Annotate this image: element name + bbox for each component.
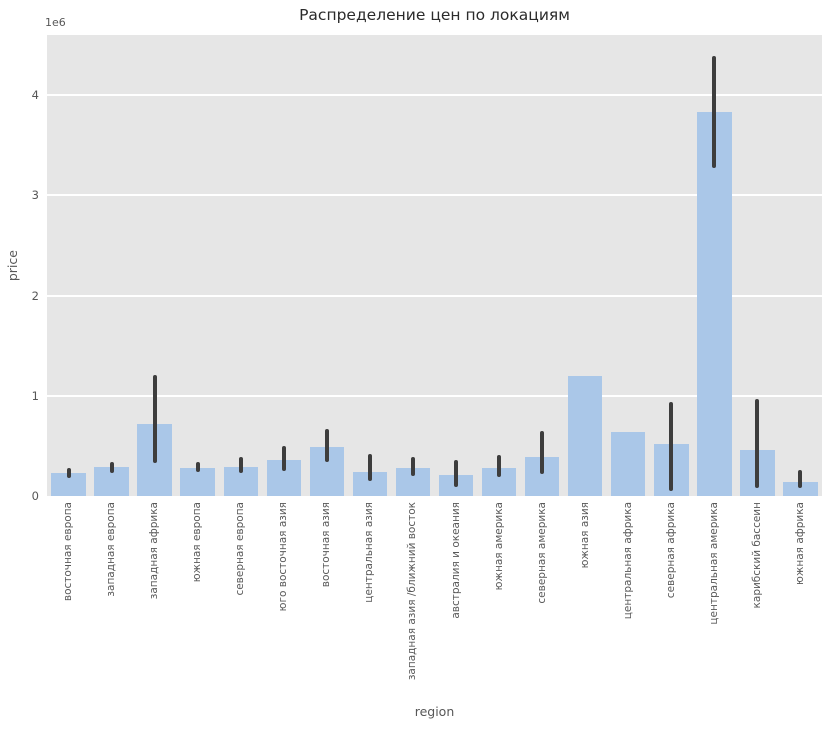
x-tick-label: южная европа — [191, 502, 204, 583]
error-bar-2 — [109, 461, 114, 473]
x-tick-label: южная африка — [793, 502, 806, 585]
error-bar-3 — [152, 374, 157, 463]
x-tick-label: южная америка — [492, 502, 505, 591]
x-tick-label: западная европа — [105, 502, 118, 597]
x-tick-label: восточная европа — [62, 502, 75, 602]
error-bar-4 — [195, 461, 200, 472]
error-bar-5 — [238, 456, 243, 473]
bar-16 — [697, 112, 732, 496]
y-axis-label-wrap: price — [4, 35, 20, 496]
x-axis-label: region — [414, 704, 455, 719]
y-axis-label: price — [4, 249, 20, 282]
x-tick-label: карибский бассеин — [750, 502, 763, 609]
gridline — [47, 94, 822, 97]
bar-18 — [783, 481, 818, 496]
error-bar-18 — [798, 469, 803, 488]
gridline — [47, 194, 822, 197]
x-tick-label: центральная америка — [707, 502, 720, 625]
error-bar-9 — [410, 456, 415, 476]
gridline — [47, 394, 822, 397]
y-tick-label: 1 — [31, 388, 39, 403]
chart-title: Распределение цен по локациям — [299, 6, 570, 24]
y-axis-offset-label: 1e6 — [45, 16, 66, 29]
gridline — [47, 294, 822, 297]
x-tick-label: западная африка — [148, 502, 161, 600]
x-tick-label: центральная африка — [621, 502, 634, 620]
x-tick-label: центральная азия — [363, 502, 376, 603]
x-tick-label: западная азия /ближний восток — [406, 502, 419, 681]
bar-13 — [567, 375, 603, 496]
bar-14 — [611, 431, 646, 496]
y-tick-label: 4 — [31, 88, 39, 103]
x-tick-label: восточная азия — [320, 502, 333, 588]
error-bar-10 — [454, 459, 459, 487]
error-bar-11 — [497, 454, 502, 477]
x-tick-label: юго восточная азия — [277, 502, 290, 612]
bar-4 — [180, 467, 215, 496]
error-bar-8 — [367, 453, 372, 481]
error-bar-12 — [540, 430, 545, 474]
y-tick-label: 2 — [31, 288, 39, 303]
error-bar-7 — [324, 428, 329, 462]
x-tick-label: северная америка — [535, 502, 548, 604]
x-tick-label: северная африка — [664, 502, 677, 599]
plot-area — [47, 35, 822, 496]
y-tick-label: 0 — [31, 489, 39, 503]
bar-1 — [51, 472, 86, 496]
error-bar-6 — [281, 445, 286, 471]
x-tick-label: южная азия — [578, 502, 591, 569]
y-tick-label: 3 — [31, 188, 39, 203]
error-bar-16 — [712, 56, 717, 169]
error-bar-15 — [669, 401, 674, 491]
x-tick-label: северная европа — [234, 502, 247, 596]
error-bar-1 — [66, 467, 71, 478]
error-bar-17 — [755, 398, 760, 488]
x-tick-label: австралия и океания — [449, 502, 462, 619]
